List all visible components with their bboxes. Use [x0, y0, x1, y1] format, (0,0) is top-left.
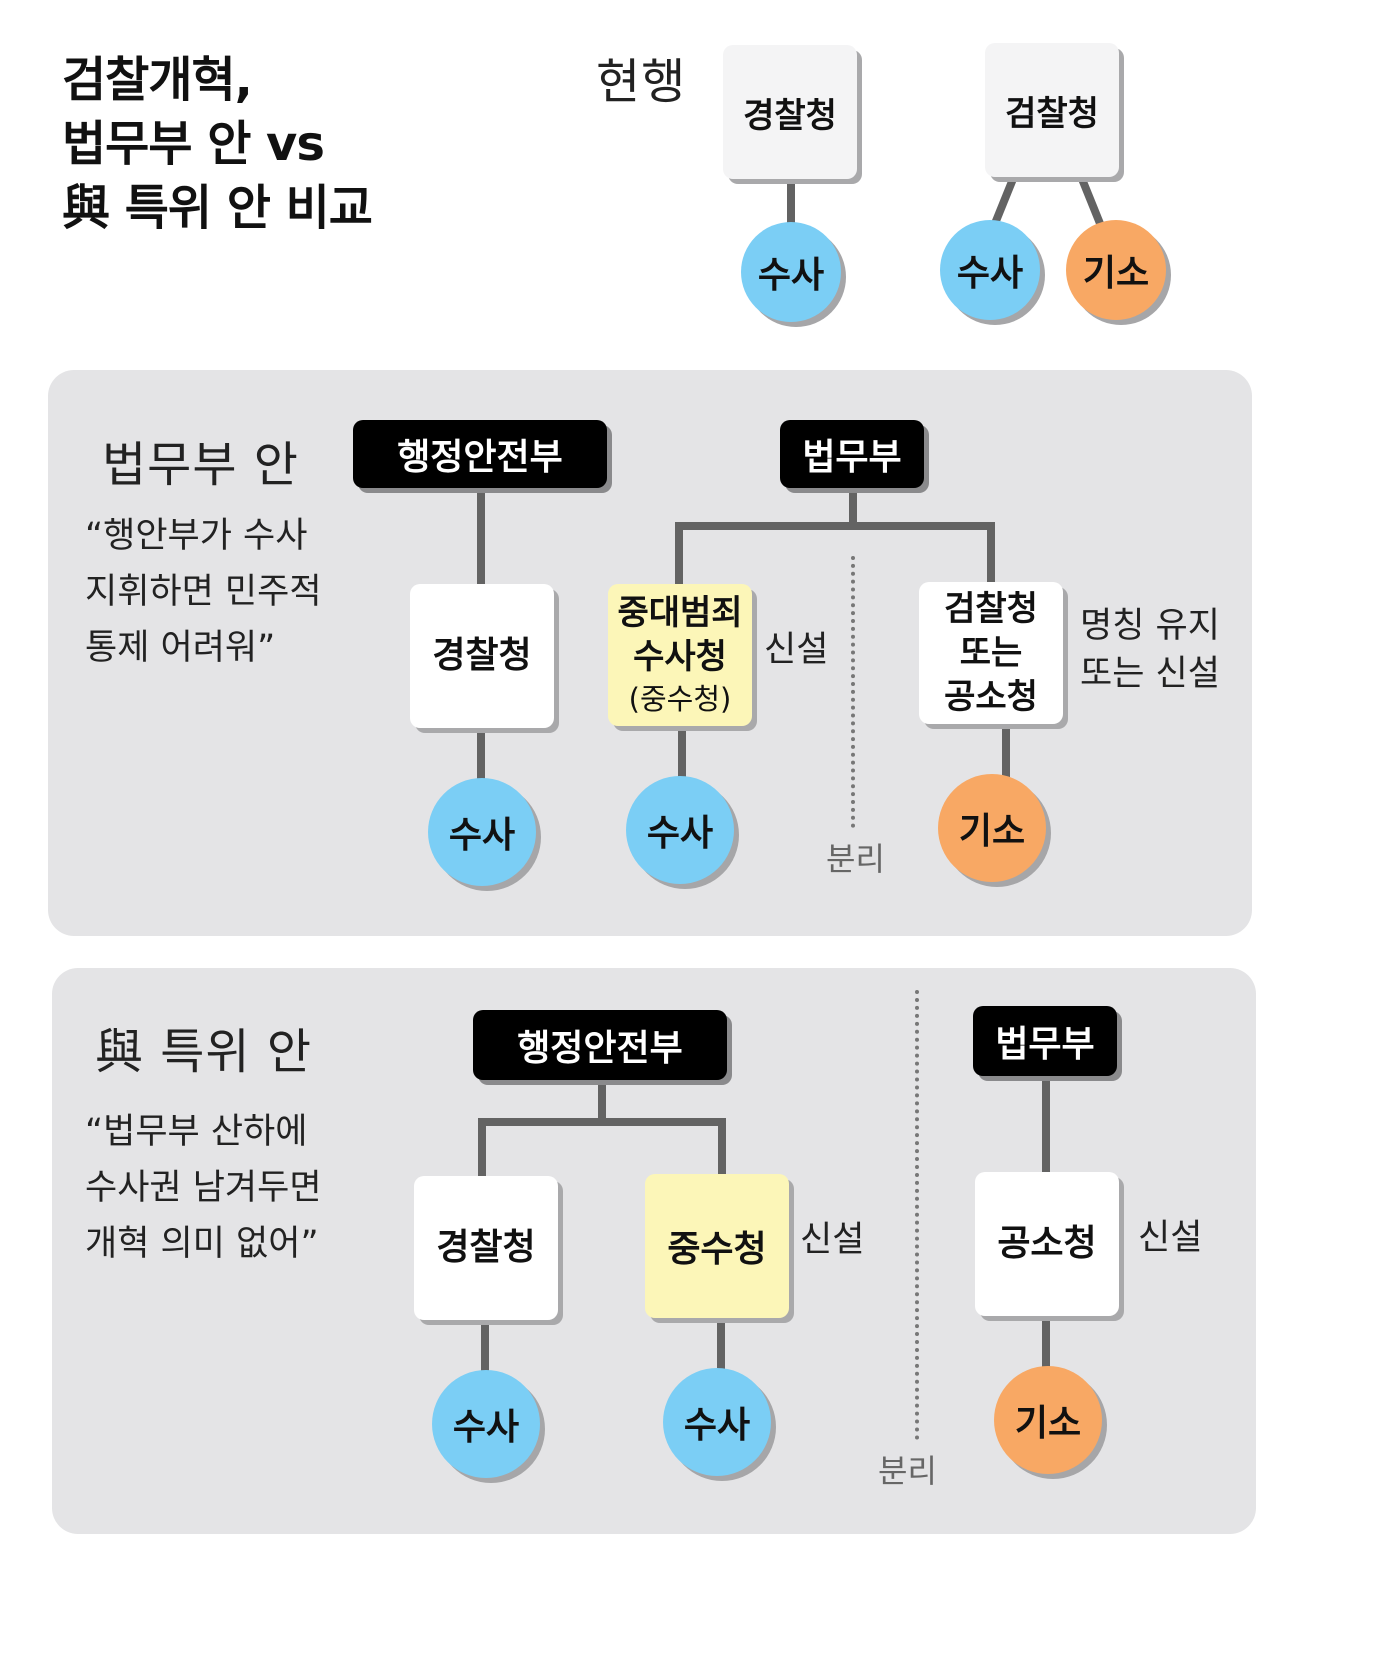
moj-plan-police-investigation: 수사: [428, 778, 536, 886]
moj-plan-quote: “행안부가 수사 지휘하면 민주적 통제 어려워”: [85, 516, 322, 668]
moj-plan-separator-line: [851, 556, 855, 828]
party-plan-separation-label: 분리: [878, 1452, 937, 1490]
party-plan-sia-box: 중수청: [645, 1174, 789, 1318]
party-plan-moj-box: 법무부: [973, 1006, 1117, 1076]
current-label: 현행: [596, 54, 687, 110]
connector: [987, 522, 995, 586]
party-plan-separator-line: [915, 990, 919, 1440]
connector: [678, 726, 686, 782]
connector: [477, 728, 485, 782]
moj-plan-sia-investigation: 수사: [626, 776, 734, 884]
moj-plan-sia-abbr: (중수청): [628, 682, 732, 716]
moj-plan-prosecution-indictment: 기소: [938, 774, 1046, 882]
connector: [1042, 1314, 1050, 1372]
moj-plan-sia-name-2: 수사청: [633, 637, 727, 677]
connector: [477, 486, 485, 586]
current-police-investigation: 수사: [741, 222, 841, 322]
moj-plan-prosecution-box: 검찰청 또는 공소청: [919, 582, 1063, 724]
connector: [787, 180, 795, 226]
connector: [1076, 172, 1105, 228]
party-plan-label: 與 특위 안: [95, 1024, 312, 1080]
party-plan-quote: “법무부 산하에 수사권 남겨두면 개혁 의미 없어”: [85, 1112, 322, 1264]
moj-plan-label: 법무부 안: [102, 437, 299, 493]
party-plan-police-box: 경찰청: [414, 1176, 558, 1320]
party-plan-prosecution-box: 공소청: [975, 1172, 1119, 1316]
connector: [478, 1118, 486, 1178]
moj-plan-sia-note: 신설: [764, 630, 829, 670]
party-plan-prosecution-indictment: 기소: [994, 1366, 1102, 1474]
connector: [598, 1078, 606, 1124]
moj-plan-police-box: 경찰청: [410, 584, 554, 728]
party-plan-sia-investigation: 수사: [663, 1368, 771, 1476]
connector: [849, 486, 857, 528]
party-plan-police-investigation: 수사: [432, 1370, 540, 1478]
current-police-box: 경찰청: [723, 45, 857, 179]
party-plan-mois-box: 행정안전부: [473, 1010, 727, 1080]
moj-plan-mois-box: 행정안전부: [353, 420, 607, 488]
party-plan-sia-note: 신설: [800, 1220, 865, 1260]
moj-plan-moj-box: 법무부: [780, 420, 924, 488]
moj-plan-prosecution-note: 명칭 유지 또는 신설: [1080, 606, 1220, 694]
connector: [675, 522, 995, 530]
connector: [1002, 724, 1010, 780]
party-plan-prosecution-note: 신설: [1138, 1218, 1203, 1258]
moj-plan-sia-name-1: 중대범죄: [617, 593, 743, 633]
connector: [717, 1318, 725, 1374]
moj-plan-separation-label: 분리: [826, 840, 885, 878]
connector: [718, 1118, 726, 1178]
moj-plan-sia-box: 중대범죄 수사청 (중수청): [608, 584, 752, 726]
connector: [478, 1118, 726, 1126]
current-prosecution-investigation: 수사: [940, 220, 1040, 320]
connector: [990, 172, 1019, 228]
connector: [1042, 1074, 1050, 1178]
connector: [675, 522, 683, 586]
current-prosecution-box: 검찰청: [985, 43, 1119, 177]
connector: [481, 1320, 489, 1376]
current-prosecution-indictment: 기소: [1066, 220, 1166, 320]
page-title: 검찰개혁, 법무부 안 vs 與 특위 안 비교: [62, 52, 373, 236]
